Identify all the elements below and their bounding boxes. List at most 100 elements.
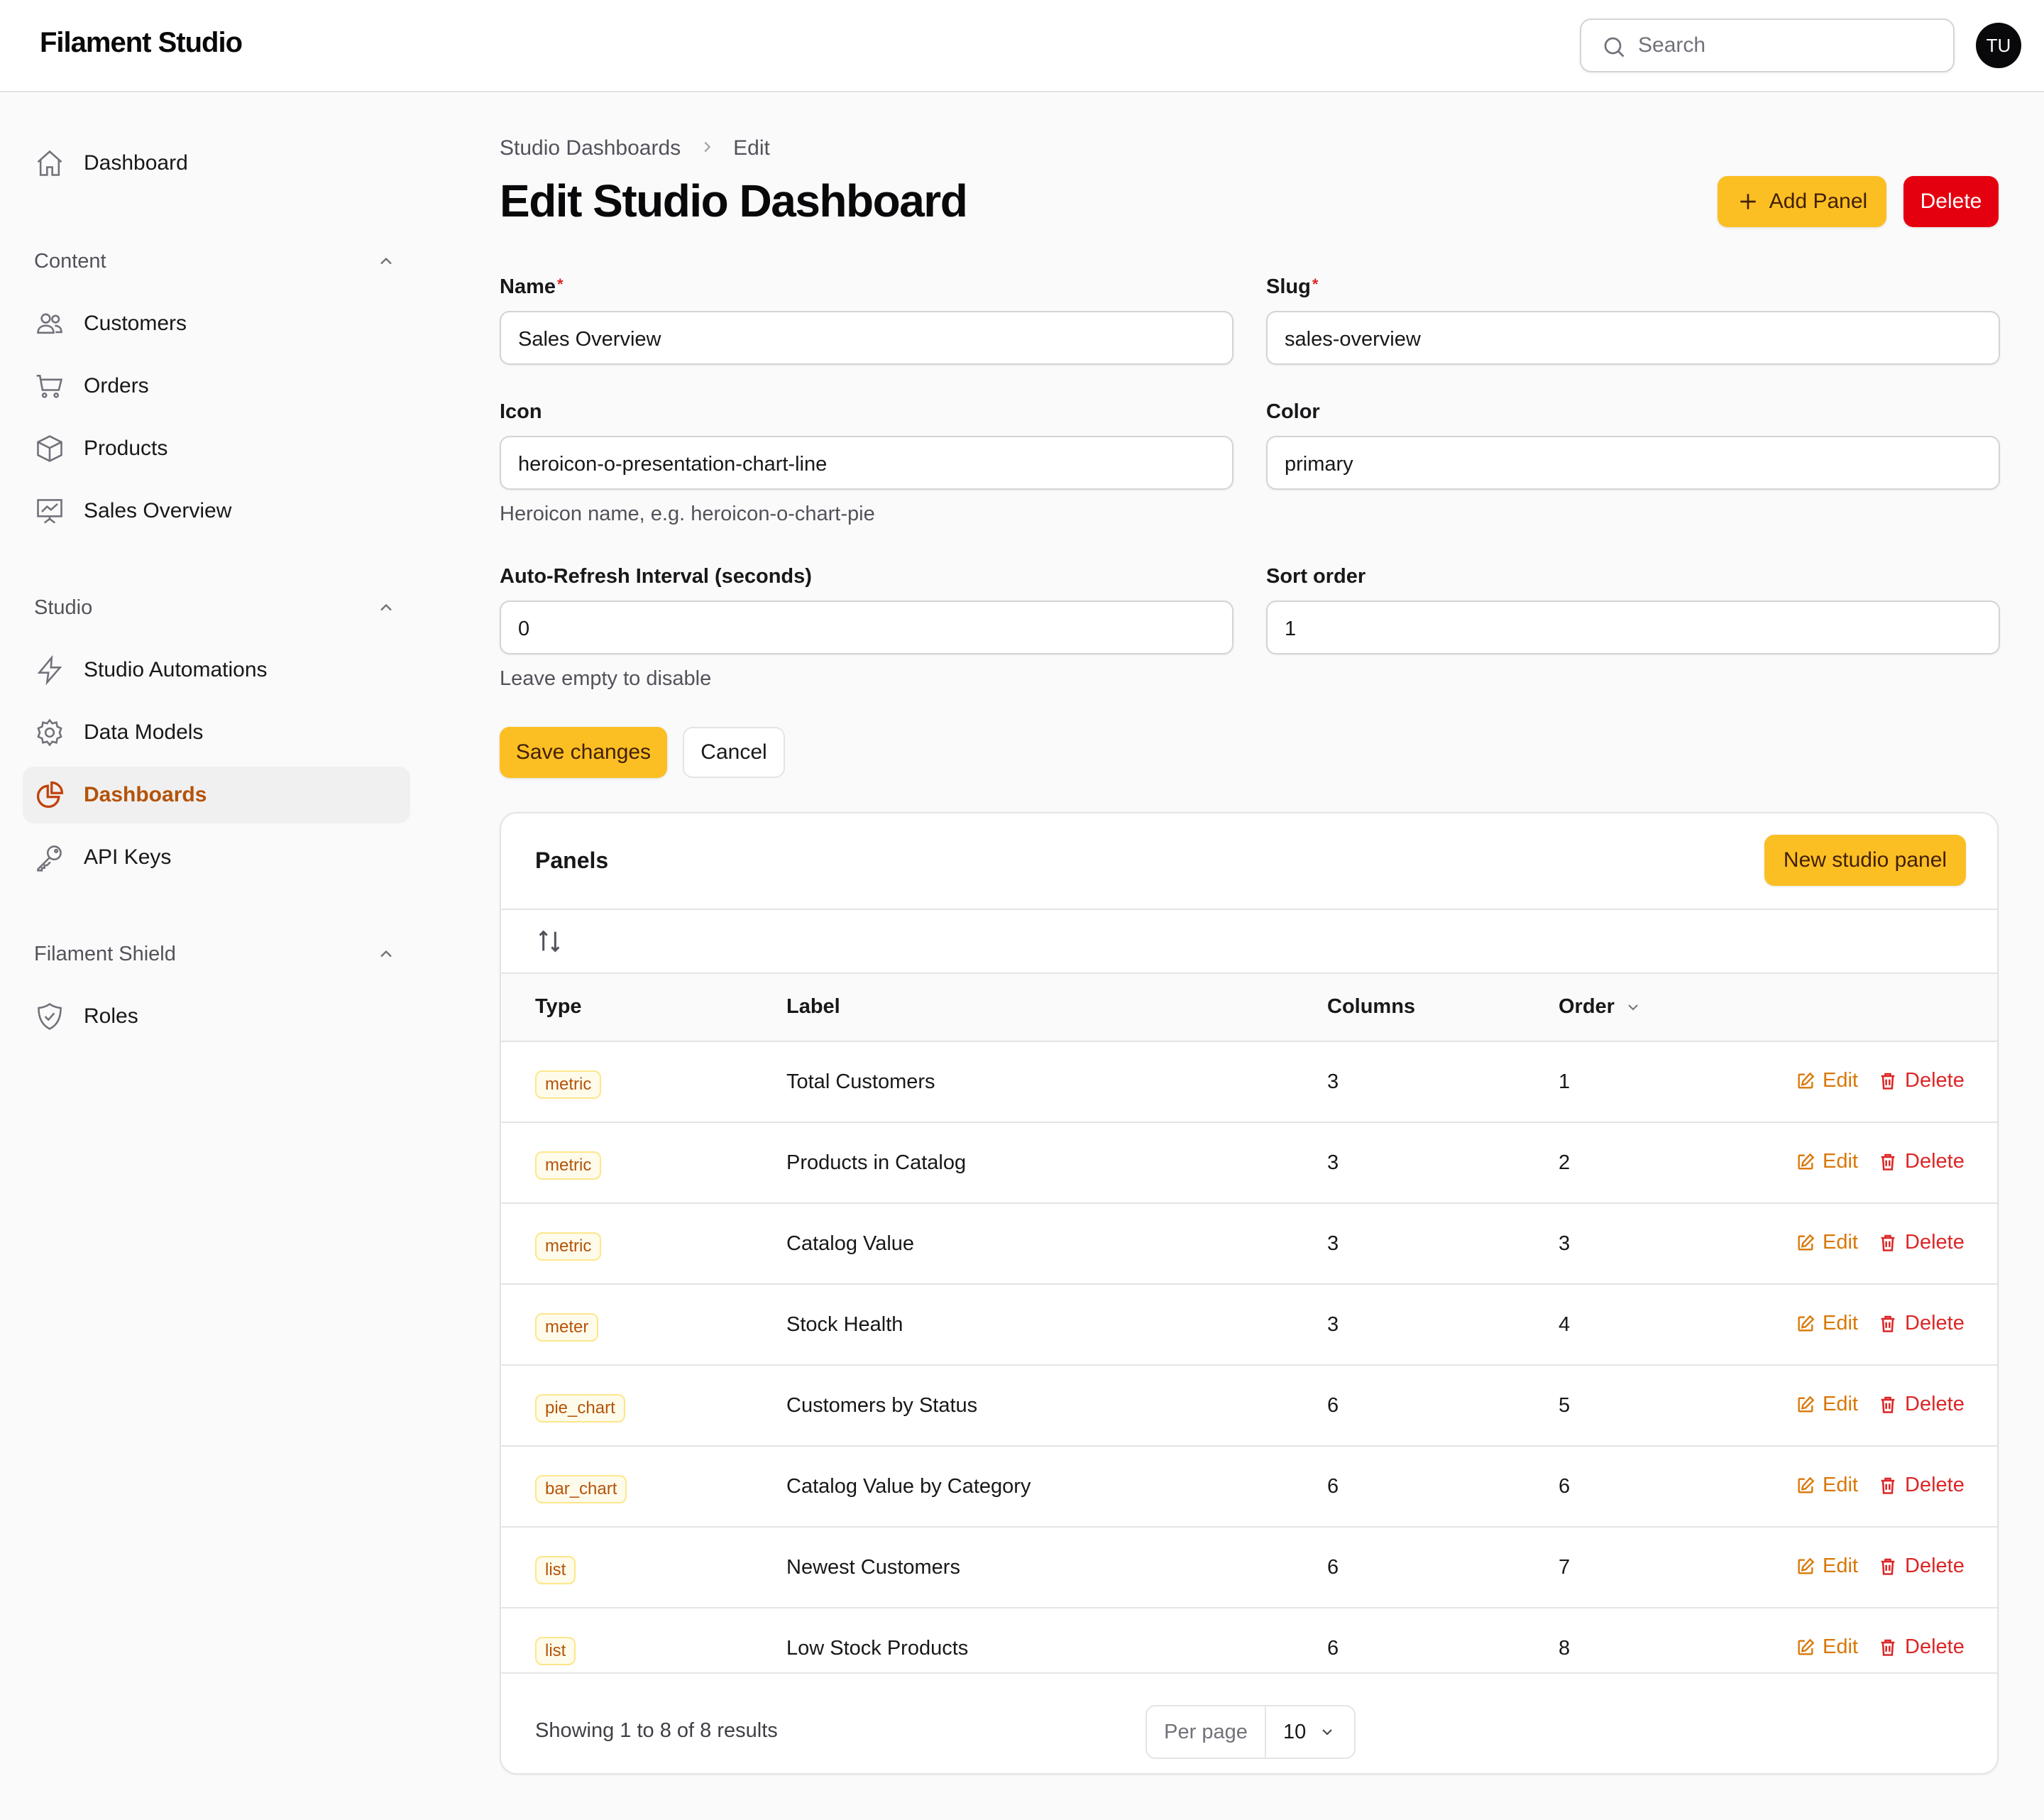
table-row[interactable]: metric Total Customers 3 1 Edit Delete (501, 1041, 1997, 1122)
panel-order-cell: 5 (1559, 1394, 1571, 1417)
delete-label: Delete (1905, 1635, 1965, 1658)
delete-row-button[interactable]: Delete (1878, 1069, 1965, 1092)
edit-row-button[interactable]: Edit (1796, 1069, 1858, 1092)
sidebar-item-label: Sales Overview (84, 499, 232, 522)
edit-row-button[interactable]: Edit (1796, 1150, 1858, 1173)
slug-field[interactable] (1266, 311, 2000, 365)
sort-order-field[interactable] (1266, 601, 2000, 654)
edit-row-button[interactable]: Edit (1796, 1635, 1858, 1659)
slug-label-text: Slug (1266, 275, 1311, 298)
panel-type-badge: metric (535, 1151, 602, 1180)
panel-columns-cell: 3 (1327, 1151, 1339, 1174)
panel-label-cell: Catalog Value (786, 1232, 915, 1255)
panel-label-cell: Customers by Status (786, 1394, 978, 1417)
global-search[interactable] (1580, 18, 1955, 72)
sidebar-item-label: Customers (84, 312, 187, 335)
presentation-chart-line-icon (33, 494, 67, 528)
add-panel-button[interactable]: Add Panel (1718, 176, 1886, 227)
sidebar-item-roles[interactable]: Roles (23, 988, 410, 1045)
cancel-button[interactable]: Cancel (683, 727, 785, 778)
panel-order-cell: 2 (1559, 1151, 1571, 1174)
delete-row-button[interactable]: Delete (1878, 1231, 1965, 1254)
page-title: Edit Studio Dashboard (500, 175, 968, 226)
edit-row-button[interactable]: Edit (1796, 1474, 1858, 1497)
table-row[interactable]: list Low Stock Products 6 8 Edit Delete (501, 1607, 1997, 1688)
delete-row-button[interactable]: Delete (1878, 1474, 1965, 1497)
reorder-toggle[interactable] (535, 927, 564, 960)
nav-group-studio[interactable]: Studio (34, 593, 396, 622)
per-page-label: Per page (1147, 1706, 1266, 1758)
column-header-order[interactable]: Order (1559, 995, 1642, 1019)
trash-icon (1881, 1558, 1895, 1575)
per-page-value-dropdown[interactable]: 10 (1266, 1721, 1354, 1744)
table-row[interactable]: meter Stock Health 3 4 Edit Delete (501, 1283, 1997, 1364)
delete-row-button[interactable]: Delete (1878, 1555, 1965, 1578)
sort-order-input[interactable] (1285, 613, 1980, 645)
pencil-square-icon (1798, 1638, 1815, 1655)
edit-label: Edit (1823, 1231, 1858, 1254)
delete-row-button[interactable]: Delete (1878, 1393, 1965, 1416)
edit-row-button[interactable]: Edit (1796, 1231, 1858, 1254)
delete-row-button[interactable]: Delete (1878, 1150, 1965, 1173)
color-input[interactable] (1285, 449, 1980, 480)
brand-logo[interactable]: Filament Studio (40, 27, 243, 58)
panel-type-badge: list (535, 1637, 576, 1665)
per-page-select[interactable]: Per page 10 (1145, 1705, 1356, 1759)
sidebar-item-data-models[interactable]: Data Models (23, 704, 410, 761)
save-changes-button[interactable]: Save changes (500, 727, 667, 778)
name-label: Name* (500, 275, 564, 299)
refresh-field[interactable] (500, 601, 1233, 654)
sidebar-item-products[interactable]: Products (23, 420, 410, 477)
trash-icon (1881, 1073, 1895, 1090)
column-header-type: Type (535, 995, 582, 1018)
panel-label-cell: Total Customers (786, 1070, 935, 1093)
pagination-summary: Showing 1 to 8 of 8 results (535, 1719, 778, 1742)
sidebar-item-sales-overview[interactable]: Sales Overview (23, 483, 410, 539)
delete-row-button[interactable]: Delete (1878, 1635, 1965, 1659)
sidebar-item-customers[interactable]: Customers (23, 295, 410, 352)
color-field[interactable] (1266, 436, 2000, 490)
delete-label: Delete (1905, 1474, 1965, 1496)
edit-row-button[interactable]: Edit (1796, 1393, 1858, 1416)
nav-group-filament-shield[interactable]: Filament Shield (34, 940, 396, 968)
search-input[interactable] (1638, 30, 1936, 61)
edit-label: Edit (1823, 1150, 1858, 1173)
nav-group-content[interactable]: Content (34, 247, 396, 275)
table-row[interactable]: pie_chart Customers by Status 6 5 Edit Delete (501, 1364, 1997, 1445)
chevron-down-icon (1322, 1729, 1332, 1736)
new-studio-panel-button[interactable]: New studio panel (1764, 835, 1966, 886)
sidebar-item-label: API Keys (84, 845, 172, 869)
sidebar-item-studio-automations[interactable]: Studio Automations (23, 642, 410, 698)
panel-columns-cell: 3 (1327, 1313, 1339, 1336)
name-input[interactable] (518, 324, 1214, 355)
table-row[interactable]: metric Catalog Value 3 3 Edit Delete (501, 1202, 1997, 1283)
sidebar-item-dashboards[interactable]: Dashboards (23, 767, 410, 823)
delete-dashboard-button[interactable]: Delete (1903, 176, 1999, 227)
refresh-input[interactable] (518, 613, 1214, 645)
sidebar-item-dashboard[interactable]: Dashboard (23, 135, 410, 192)
name-field[interactable] (500, 311, 1233, 365)
table-row[interactable]: metric Products in Catalog 3 2 Edit Delete (501, 1122, 1997, 1202)
edit-row-button[interactable]: Edit (1796, 1312, 1858, 1335)
nav-group-label: Studio (34, 596, 93, 619)
cart-icon (33, 369, 67, 403)
slug-input[interactable] (1285, 324, 1980, 355)
panel-type-badge: meter (535, 1313, 599, 1342)
breadcrumb-parent-link[interactable]: Studio Dashboards (500, 136, 681, 160)
icon-field[interactable] (500, 436, 1233, 490)
nav-group-label: Content (34, 249, 106, 273)
edit-row-button[interactable]: Edit (1796, 1555, 1858, 1578)
table-row[interactable]: list Newest Customers 6 7 Edit Delete (501, 1526, 1997, 1607)
table-row[interactable]: bar_chart Catalog Value by Category 6 6 Edit… (501, 1445, 1997, 1526)
sidebar-item-orders[interactable]: Orders (23, 358, 410, 415)
sort-order-label: Sort order (1266, 565, 1366, 588)
user-avatar[interactable]: TU (1976, 23, 2021, 68)
top-bar: Filament Studio TU (0, 0, 2044, 92)
home-icon (33, 146, 67, 180)
chevron-up-icon (380, 603, 392, 611)
sidebar-item-api-keys[interactable]: API Keys (23, 829, 410, 886)
arrows-up-down-icon (539, 930, 560, 953)
delete-row-button[interactable]: Delete (1878, 1312, 1965, 1335)
icon-input[interactable] (518, 449, 1214, 480)
key-icon (33, 840, 67, 875)
